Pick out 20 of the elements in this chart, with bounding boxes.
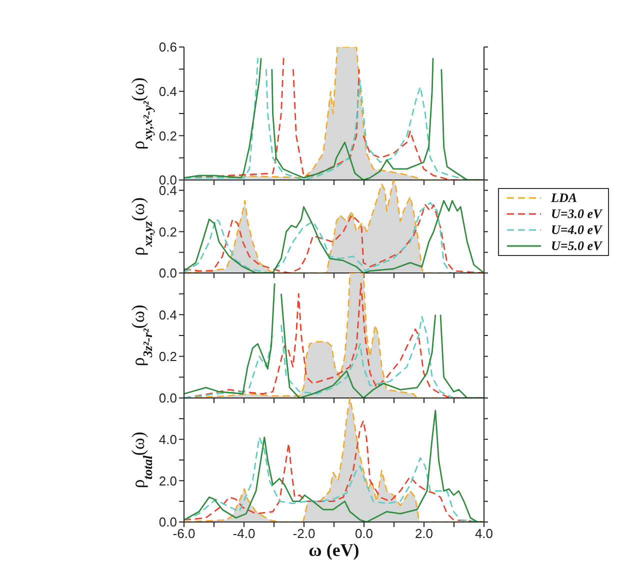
- y-tick-label: 0.4: [158, 307, 177, 322]
- y-tick-label: 0.0: [158, 266, 177, 281]
- legend-label: U=5.0 eV: [551, 238, 602, 254]
- y-tick-label: 2.0: [158, 473, 177, 488]
- legend-label: U=3.0 eV: [551, 206, 602, 222]
- legend-label: LDA: [551, 190, 577, 206]
- x-tick-label: 4.0: [474, 526, 494, 542]
- y-tick-label: 0.2: [158, 348, 177, 364]
- x-tick-label: 0.0: [354, 526, 374, 542]
- x-tick-label: 2.0: [414, 526, 434, 542]
- y-tick-label: 0.6: [158, 40, 177, 55]
- y-tick-label: 0.2: [158, 224, 177, 240]
- x-tick-label: -2.0: [292, 526, 316, 542]
- legend-label: U=4.0 eV: [551, 222, 602, 238]
- y-tick-label: 0.0: [158, 390, 177, 406]
- y-tick-label: 0.4: [158, 84, 177, 99]
- x-axis-title: ω (eV): [308, 540, 360, 560]
- x-tick-label: -4.0: [232, 526, 256, 542]
- y-tick-label: 4.0: [158, 432, 177, 447]
- y-tick-label: 0.2: [158, 128, 177, 144]
